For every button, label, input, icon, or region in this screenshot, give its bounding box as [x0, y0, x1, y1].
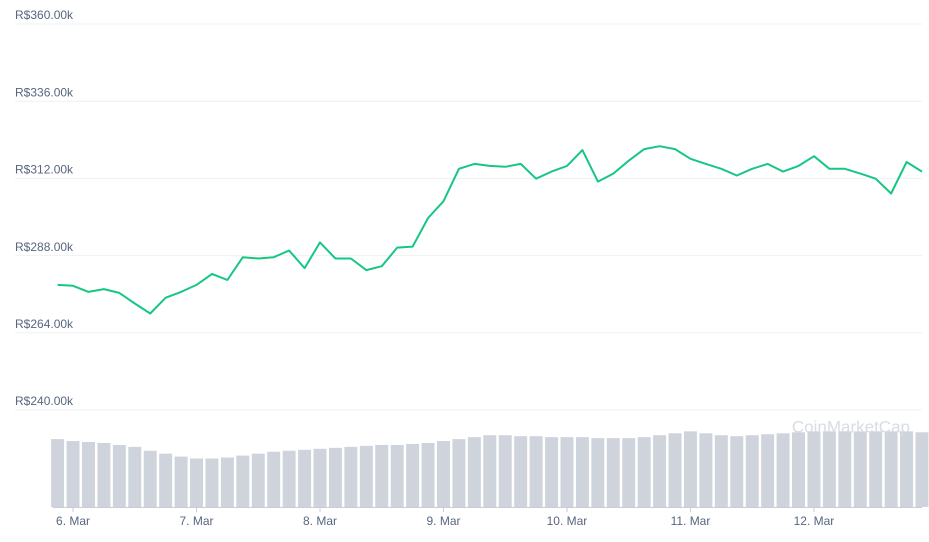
volume-bar	[560, 437, 574, 507]
volume-bar	[174, 456, 188, 507]
volume-bar	[591, 438, 605, 507]
volume-bar	[575, 437, 589, 507]
x-tick-label: 11. Mar	[671, 514, 711, 528]
volume-bar	[838, 431, 852, 507]
y-tick-label: R$264.00k	[15, 317, 74, 331]
volume-bar	[653, 435, 667, 507]
volume-bar	[529, 436, 543, 507]
volume-bar	[776, 433, 790, 507]
volume-bar	[128, 446, 142, 507]
volume-bar	[683, 431, 697, 507]
x-tick-label: 7. Mar	[180, 514, 214, 528]
volume-bar	[514, 436, 528, 507]
x-tick-label: 12. Mar	[794, 514, 835, 528]
volume-bar	[822, 431, 836, 507]
y-tick-label: R$360.00k	[15, 8, 74, 22]
volume-bar	[159, 453, 173, 507]
volume-bar	[699, 433, 713, 507]
volume-bar	[375, 444, 389, 507]
volume-bar	[467, 437, 481, 507]
volume-bar	[359, 445, 373, 507]
volume-bar	[390, 444, 404, 507]
volume-bar	[267, 451, 281, 507]
volume-bar	[792, 432, 805, 507]
price-line	[57, 145, 923, 315]
volume-bar	[483, 435, 497, 507]
volume-bar	[853, 431, 867, 507]
volume-bar	[205, 458, 219, 507]
volume-bar	[282, 450, 296, 507]
volume-bar	[668, 433, 682, 507]
volume-bar	[437, 441, 450, 507]
volume-bar	[313, 448, 327, 507]
volume-bar	[807, 431, 821, 507]
volume-bar	[66, 441, 80, 507]
volume-bar	[714, 435, 728, 507]
volume-bar	[344, 446, 358, 507]
volume-bar	[498, 435, 512, 507]
volume-bar	[421, 442, 435, 507]
volume-bar	[97, 442, 111, 507]
volume-bar	[637, 437, 651, 507]
volume-bar	[236, 455, 250, 507]
volume-bar	[452, 439, 466, 507]
volume-bar	[81, 442, 95, 507]
volume-bar	[730, 436, 744, 507]
volume-bar	[328, 447, 342, 507]
plot: R$240.00k R$264.00k R$288.00k R$312.00k R$33…	[15, 8, 929, 528]
volume-bar	[545, 437, 559, 507]
x-tick-label: 10. Mar	[547, 514, 588, 528]
volume-bar	[112, 444, 126, 507]
volume-bar	[143, 450, 157, 507]
volume-bar	[190, 458, 204, 507]
volume-bar	[606, 438, 620, 507]
volume-bar	[51, 439, 65, 507]
watermark: CoinMarketCap	[792, 417, 910, 436]
volume-bar	[761, 434, 775, 507]
volume-bar	[251, 453, 265, 507]
volume-bar	[915, 432, 929, 507]
x-tick-label: 8. Mar	[303, 514, 337, 528]
y-tick-label: R$336.00k	[15, 85, 74, 99]
volume-bar	[900, 431, 914, 507]
volume-bar	[869, 431, 883, 507]
volume-bar	[745, 435, 759, 507]
y-tick-label: R$312.00k	[15, 163, 74, 177]
volume-bar	[884, 431, 898, 507]
volume-bar	[298, 449, 312, 507]
x-tick-label: 6. Mar	[56, 514, 90, 528]
volume-bar	[622, 438, 636, 507]
x-tick-label: 9. Mar	[426, 514, 460, 528]
volume-bar	[406, 443, 420, 507]
volume-bar	[220, 457, 234, 507]
y-tick-label: R$288.00k	[15, 240, 74, 254]
y-tick-label: R$240.00k	[15, 394, 74, 408]
